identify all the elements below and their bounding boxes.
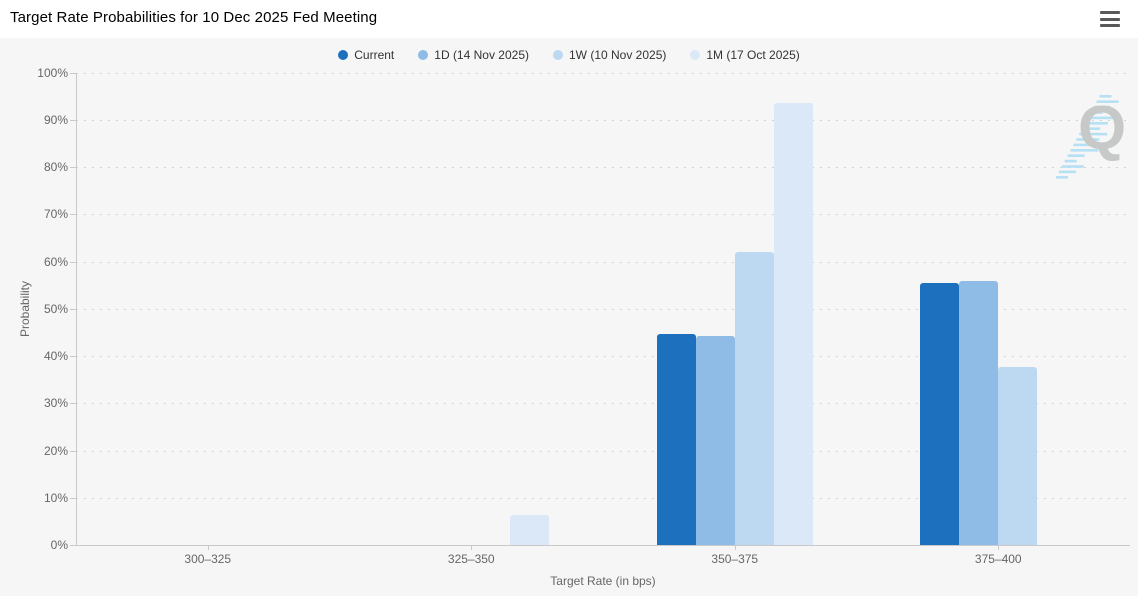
legend-marker-icon [552, 50, 563, 60]
y-tick-mark [70, 356, 76, 357]
y-tick-mark [70, 72, 76, 74]
y-tick-mark [70, 545, 76, 546]
y-gridline [76, 308, 1130, 310]
y-tick-mark [70, 450, 76, 452]
y-tick-label: 30% [43, 396, 68, 411]
legend-item-1w[interactable]: 1W (10 Nov 2025) [552, 48, 667, 62]
x-tick-mark [998, 545, 1000, 550]
hamburger-line [1100, 24, 1120, 27]
x-tick-mark [734, 545, 736, 550]
bar-1w-3[interactable] [998, 366, 1038, 545]
legend: Current 1D (14 Nov 2025) 1W (10 Nov 2025) 1… [0, 46, 1138, 64]
y-tick-label: 20% [43, 443, 68, 458]
y-tick-label: 50% [43, 301, 68, 316]
legend-item-1m[interactable]: 1M (17 Oct 2025) [690, 48, 800, 62]
x-category-label: 350–375 [711, 552, 759, 566]
y-gridline [76, 119, 1130, 121]
hamburger-line [1100, 11, 1120, 14]
title-bar: Target Rate Probabilities for 10 Dec 202… [0, 0, 1138, 38]
legend-marker-icon [690, 50, 701, 60]
legend-item-1d[interactable]: 1D (14 Nov 2025) [418, 48, 529, 62]
bar-current-3[interactable] [920, 283, 960, 545]
y-tick-label: 60% [43, 254, 68, 269]
legend-marker-icon [418, 50, 429, 60]
y-gridline [76, 403, 1130, 405]
x-category-label: 300–325 [184, 552, 232, 566]
legend-label: 1M (17 Oct 2025) [706, 48, 800, 62]
bar-1m-2[interactable] [773, 103, 813, 545]
y-tick-label: 10% [43, 490, 68, 505]
legend-label: Current [354, 48, 395, 62]
y-tick-label: 100% [37, 65, 68, 80]
y-gridline [76, 72, 1130, 74]
y-tick-mark [70, 308, 76, 310]
y-tick-mark [70, 497, 76, 499]
bar-1d-2[interactable] [695, 336, 735, 545]
y-gridline [76, 450, 1130, 452]
legend-item-current[interactable]: Current [338, 48, 394, 62]
x-category-label: 325–350 [447, 552, 495, 566]
hamburger-line [1100, 17, 1120, 21]
page-title: Target Rate Probabilities for 10 Dec 202… [10, 9, 378, 26]
y-tick-label: 0% [50, 538, 68, 552]
y-gridline [76, 497, 1130, 499]
legend-label: 1W (10 Nov 2025) [568, 48, 667, 62]
legend-marker-icon [338, 50, 349, 60]
y-gridline [76, 167, 1130, 168]
x-axis-line [76, 545, 1130, 546]
chart-area: Current 1D (14 Nov 2025) 1W (10 Nov 2025) 1… [0, 38, 1138, 596]
bar-1d-3[interactable] [959, 281, 999, 545]
y-axis-line [76, 72, 77, 545]
x-tick-mark [207, 545, 209, 550]
y-tick-label: 80% [43, 160, 68, 174]
bar-1m-1[interactable] [510, 515, 550, 545]
x-category-label: 375–400 [974, 552, 1022, 566]
y-tick-label: 90% [43, 112, 68, 127]
y-tick-mark [70, 214, 76, 216]
y-gridline [76, 356, 1130, 357]
y-tick-mark [70, 403, 76, 405]
y-tick-label: 40% [43, 349, 68, 363]
hamburger-menu-icon[interactable] [1100, 11, 1122, 27]
x-tick-mark [471, 545, 473, 550]
y-gridline [76, 261, 1130, 263]
y-axis-title: Probability [18, 280, 32, 338]
plot-area: 0% 10% 20% 30% 40% 50% 60% 70% 80% 90% 100% 300–325… [0, 38, 1138, 596]
y-tick-mark [70, 167, 76, 168]
bar-1w-2[interactable] [734, 251, 774, 545]
y-tick-mark [70, 261, 76, 263]
y-tick-label: 70% [43, 207, 68, 222]
y-gridline [76, 214, 1130, 216]
x-axis-title: Target Rate (in bps) [550, 574, 656, 588]
bar-current-2[interactable] [656, 334, 696, 545]
legend-label: 1D (14 Nov 2025) [434, 48, 529, 62]
y-tick-mark [70, 119, 76, 121]
